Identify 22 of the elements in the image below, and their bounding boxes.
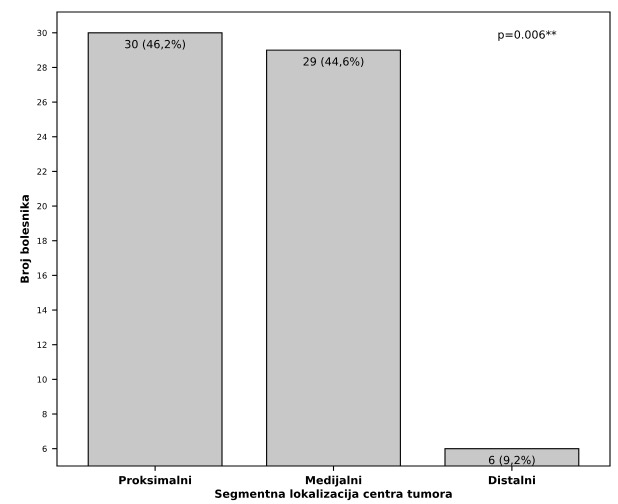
x-axis-title: Segmentna lokalizacija centra tumora	[215, 489, 452, 500]
y-tick-label: 6	[42, 446, 47, 452]
y-axis-title: Broj bolesnika	[20, 195, 32, 283]
y-tick-label: 20	[37, 203, 47, 210]
y-tick-label: 18	[38, 238, 47, 244]
data-label: 30 (46,2%)	[125, 40, 185, 50]
y-tick-label: 30	[37, 30, 47, 36]
y-tick-label: 22	[37, 168, 46, 175]
data-label: 6 (9,2%)	[488, 456, 535, 466]
y-tick-label: 10	[38, 376, 47, 383]
x-tick-label: Distalni	[488, 476, 535, 484]
y-tick-label: 8	[42, 410, 47, 418]
annotation: p=0.006**	[498, 30, 556, 41]
y-tick-label: 26	[37, 99, 47, 106]
y-tick-label: 14	[38, 307, 47, 314]
y-tick-label: 24	[37, 134, 47, 140]
y-tick-label: 16	[38, 272, 47, 279]
x-tick-label: Proksimalni	[119, 476, 192, 484]
data-label: 29 (44,6%)	[303, 57, 364, 67]
y-tick-label: 28	[37, 64, 47, 71]
y-tick-label: 12	[38, 342, 46, 348]
x-tick-label: Medijalni	[306, 476, 362, 487]
